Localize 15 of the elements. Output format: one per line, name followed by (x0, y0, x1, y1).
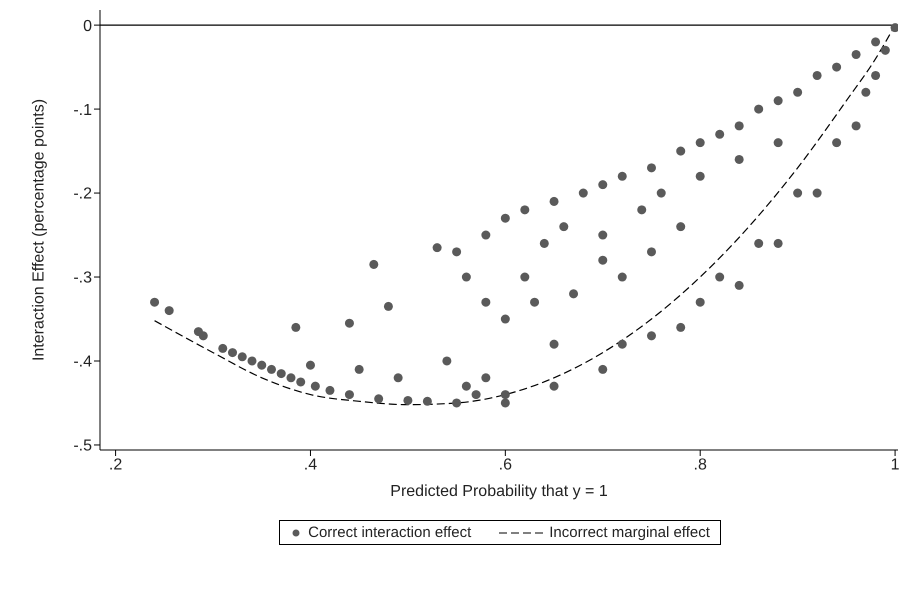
x-tick-label: .8 (694, 456, 707, 474)
x-axis-title: Predicted Probability that y = 1 (390, 483, 608, 500)
y-axis-title: Interaction Effect (percentage points) (30, 98, 48, 362)
y-tick-label: -.2 (73, 186, 92, 203)
y-tick-label: -.4 (73, 354, 92, 371)
x-tick-label: 1 (890, 456, 900, 474)
legend-label: Correct interaction effect (308, 524, 472, 541)
y-tick-label: 0 (83, 18, 92, 35)
y-tick-label: -.1 (73, 102, 92, 119)
x-tick-label: .6 (498, 456, 512, 474)
y-tick-label: -.5 (73, 438, 92, 455)
legend-label: Incorrect marginal effect (549, 524, 710, 541)
y-tick-label: -.3 (73, 270, 92, 287)
x-tick-label: .2 (108, 456, 122, 474)
x-tick-label: .4 (304, 456, 318, 474)
